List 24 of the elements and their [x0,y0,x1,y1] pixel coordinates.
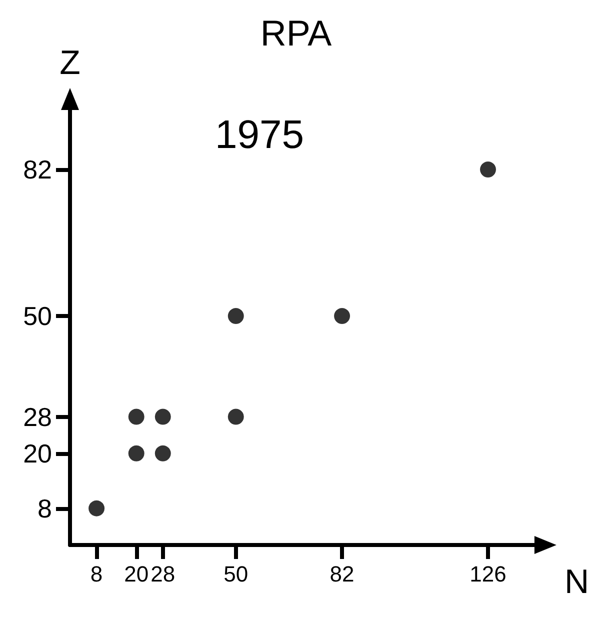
point [88,500,105,516]
point [154,445,171,462]
point [228,408,244,425]
y-tick-label: 28 [23,402,52,432]
x-tick-label: 28 [150,562,176,586]
x-axis-title: N [564,563,590,601]
point [228,308,244,324]
x-tick-label: 126 [470,562,506,586]
y-axis-title: Z [60,44,80,82]
y-tick-label: 50 [23,301,52,332]
x-tick-label: 20 [124,562,149,586]
point [154,408,171,425]
point [128,445,144,462]
x-tick-label: 8 [90,562,103,586]
x-tick-label: 82 [330,562,354,586]
chart-title: RPA [260,12,332,54]
point [334,308,350,324]
annotation: 1975 [215,113,304,157]
point [128,408,144,425]
y-tick-label: 20 [23,438,52,468]
y-tick-label: 82 [23,154,52,185]
y-tick-label: 8 [38,493,52,524]
point [480,162,496,178]
x-tick-label: 50 [224,562,248,586]
